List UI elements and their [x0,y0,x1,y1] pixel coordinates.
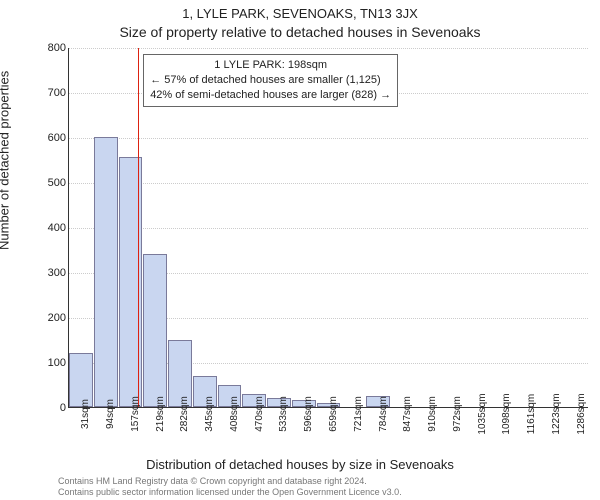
title-address: 1, LYLE PARK, SEVENOAKS, TN13 3JX [0,6,600,21]
x-tick-label: 94sqm [105,399,116,429]
x-tick-label: 659sqm [328,396,339,432]
gridline [69,228,588,229]
x-tick-label: 470sqm [254,396,265,432]
y-tick-label: 600 [36,132,66,144]
y-tick-label: 300 [36,267,66,279]
marker-line [138,48,139,407]
histogram-bar [94,137,118,407]
x-tick-label: 910sqm [427,396,438,432]
callout-line-1: 1 LYLE PARK: 198sqm [150,58,391,73]
x-tick-label: 345sqm [204,396,215,432]
x-tick-label: 157sqm [130,396,141,432]
x-tick-label: 533sqm [278,396,289,432]
x-tick-label: 1161sqm [526,394,537,434]
x-tick-label: 784sqm [378,396,389,432]
gridline [69,48,588,49]
y-tick-label: 200 [36,312,66,324]
y-tick-label: 100 [36,357,66,369]
x-tick-label: 1223sqm [551,393,562,434]
x-tick-label: 972sqm [452,396,463,432]
gridline [69,183,588,184]
callout-box: 1 LYLE PARK: 198sqm← 57% of detached hou… [143,54,398,107]
x-tick-label: 408sqm [229,396,240,432]
x-tick-label: 847sqm [402,396,413,432]
y-tick-label: 500 [36,177,66,189]
attribution-line-1: Contains HM Land Registry data © Crown c… [58,476,367,486]
title-subtitle: Size of property relative to detached ho… [0,24,600,40]
y-tick-label: 400 [36,222,66,234]
y-tick-label: 800 [36,42,66,54]
y-tick-label: 700 [36,87,66,99]
y-tick-label: 0 [36,402,66,414]
y-axis-label: Number of detached properties [0,71,12,250]
histogram-bar [143,254,167,407]
x-tick-label: 596sqm [303,396,314,432]
x-tick-label: 1035sqm [477,393,488,434]
callout-line-2: ← 57% of detached houses are smaller (1,… [150,73,391,88]
x-tick-label: 219sqm [155,396,166,432]
x-tick-label: 282sqm [179,396,190,432]
x-tick-label: 31sqm [80,399,91,429]
x-tick-label: 721sqm [353,396,364,432]
x-axis-label: Distribution of detached houses by size … [0,457,600,472]
attribution-line-2: Contains public sector information licen… [58,487,402,497]
x-tick-label: 1286sqm [576,393,587,434]
callout-line-3: 42% of semi-detached houses are larger (… [150,88,391,103]
gridline [69,138,588,139]
x-tick-label: 1098sqm [501,393,512,434]
